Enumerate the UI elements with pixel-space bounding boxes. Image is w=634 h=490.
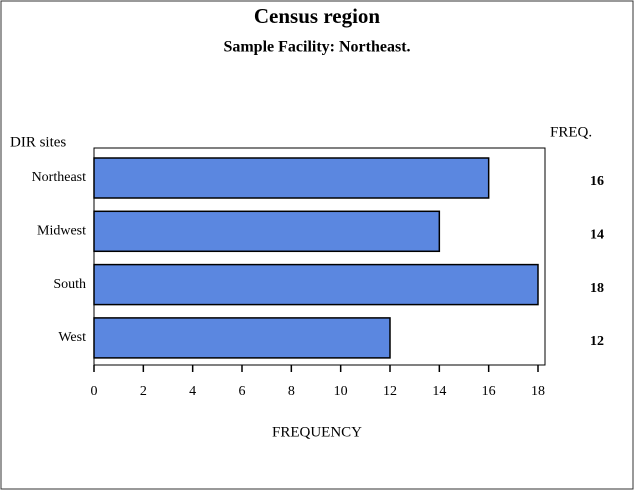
y-axis-label: DIR sites [10, 134, 66, 150]
x-tick-label: 0 [91, 384, 98, 399]
y-tick-label: Northeast [32, 170, 87, 185]
value-header: FREQ. [550, 124, 592, 140]
value-label: 12 [590, 334, 604, 349]
value-label: 16 [590, 174, 604, 189]
bar [93, 317, 391, 359]
y-tick-label: West [58, 330, 86, 345]
x-tick-label: 10 [334, 384, 348, 399]
bar [93, 210, 441, 253]
value-label: 18 [590, 281, 604, 296]
x-tick-label: 14 [432, 384, 446, 399]
x-axis-label: FREQUENCY [272, 424, 362, 440]
x-tick-label: 8 [288, 384, 295, 399]
x-tick-label: 2 [140, 384, 147, 399]
value-label: 14 [590, 228, 604, 243]
x-tick-label: 12 [383, 384, 397, 399]
bar [93, 157, 490, 199]
plot-area [93, 147, 546, 366]
y-tick-label: Midwest [37, 224, 86, 239]
chart-title: Census region [254, 4, 381, 28]
y-tick-label: South [53, 277, 86, 292]
chart-subtitle: Sample Facility: Northeast. [223, 39, 410, 56]
x-tick-label: 18 [531, 384, 545, 399]
bar [93, 263, 539, 306]
x-tick-label: 6 [239, 384, 246, 399]
x-tick-label: 16 [482, 384, 496, 399]
x-tick-label: 4 [189, 384, 196, 399]
